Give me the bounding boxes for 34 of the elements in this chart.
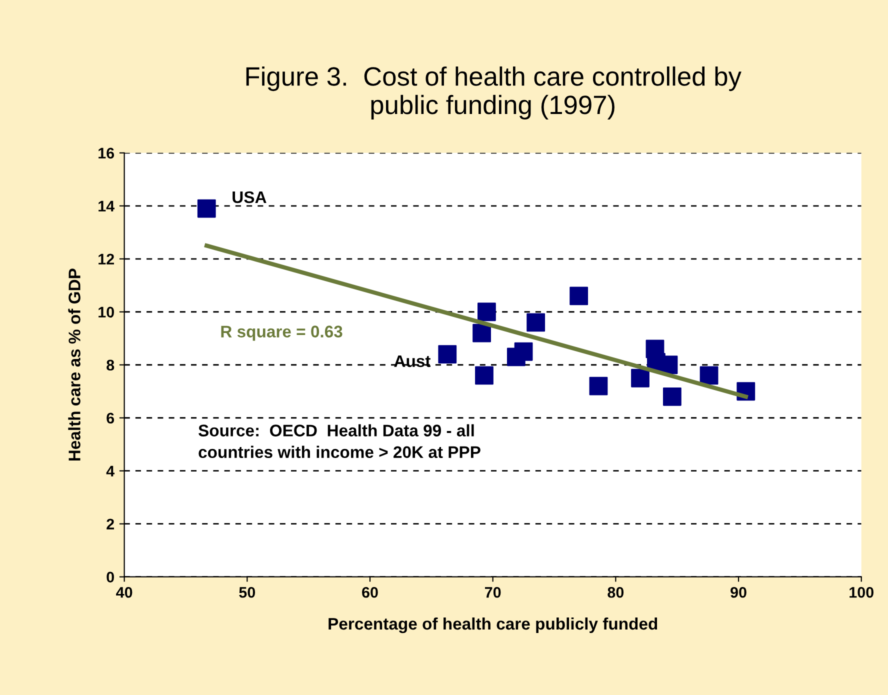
chart-title: Figure 3. Cost of health care controlled by public funding (1997) (246, 66, 742, 120)
x-tick-label: 100 (850, 586, 874, 598)
y-tick-label: 0 (106, 572, 114, 583)
point (197, 199, 216, 218)
y-tick-label: 2 (106, 518, 114, 530)
point (662, 387, 682, 406)
annotation: Source: OECD Health Data 99 - all countries with income > 20K at PPP (198, 424, 480, 458)
y-axis-title: Health care as % of GDP (68, 268, 80, 461)
point (631, 368, 650, 388)
x-tick-label: 40 (116, 586, 132, 598)
x-axis-title: Percentage of health care publicly funded (328, 617, 658, 634)
point (526, 313, 546, 332)
y-tick-label: 4 (106, 466, 115, 476)
x-tick-label: 90 (730, 586, 746, 598)
y-tick-label: 6 (106, 412, 114, 424)
point (570, 286, 588, 306)
point (589, 376, 608, 396)
point (438, 345, 457, 364)
point (478, 302, 496, 322)
point (514, 342, 533, 361)
annotation: USA (232, 191, 266, 204)
point (472, 324, 491, 342)
point (475, 366, 494, 385)
annotation: R square = 0.63 (221, 326, 342, 341)
x-tick-label: 60 (362, 586, 378, 598)
x-tick-label: 80 (608, 586, 624, 598)
y-tick-label: 12 (98, 254, 114, 264)
y-tick-label: 16 (98, 148, 114, 159)
y-tick-label: 8 (106, 360, 114, 371)
x-tick-label: 50 (239, 586, 256, 598)
point (700, 366, 718, 385)
y-tick-label: 10 (98, 306, 114, 318)
y-tick-label: 14 (98, 200, 115, 212)
x-tick-label: 70 (485, 586, 501, 598)
